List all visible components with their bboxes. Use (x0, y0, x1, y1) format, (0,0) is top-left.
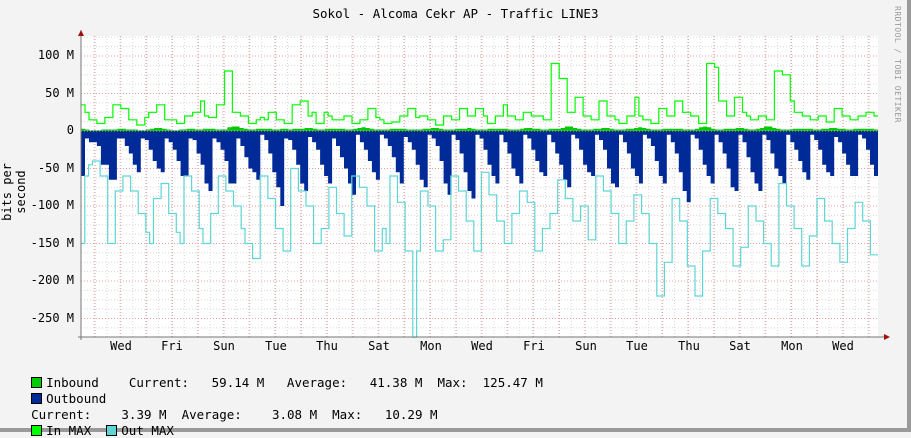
x-tick-label: Sun (213, 339, 235, 353)
chart-title: Sokol - Alcoma Cekr AP - Traffic LINE3 (312, 6, 599, 21)
x-tick-label: Sat (368, 339, 390, 353)
outbound-current-label: Current: (31, 407, 92, 422)
x-tick-label: Sun (575, 339, 597, 353)
in-max-swatch (31, 425, 43, 436)
inbound-area (81, 126, 878, 131)
inbound-current-value: 59.14 M (211, 375, 265, 390)
outbound-average-label: Average: (181, 407, 242, 422)
legend-outbound-row: Outbound (16, 376, 106, 406)
outbound-max-label: Max: (332, 407, 363, 422)
rrdtool-credit: RRDTOOL / TOBI OETIKER (893, 6, 902, 123)
inbound-label: Inbound (46, 375, 99, 390)
x-tick-label: Mon (420, 339, 442, 353)
x-tick-label: Thu (678, 339, 700, 353)
y-tick-label: 50 M (45, 85, 74, 100)
x-tick-label: Tue (265, 339, 287, 353)
y-axis-arrow-icon (78, 30, 84, 36)
inbound-current-label: Current: (128, 375, 190, 390)
y-tick-label: -100 M (30, 198, 74, 212)
x-tick-label: Tue (626, 339, 648, 353)
outbound-swatch (31, 393, 43, 404)
out-max-line (81, 160, 878, 338)
grid-lines (81, 36, 878, 337)
x-tick-label: Mon (781, 339, 803, 353)
out-max-swatch (106, 425, 118, 436)
legend-inbound-row: Inbound Current: 59.14 M Average: 41.38 … (16, 360, 543, 390)
outbound-current-value: 3.39 M (121, 407, 167, 422)
inbound-max-value: 125.47 M (482, 375, 543, 390)
x-tick-label: Wed (110, 339, 132, 353)
y-tick-label: -50 M (37, 160, 74, 175)
in-max-label: In MAX (46, 423, 92, 438)
x-tick-label: Wed (471, 339, 493, 353)
inbound-swatch (31, 377, 43, 388)
x-tick-label: Wed (832, 339, 854, 353)
outbound-average-value: 3.08 M (271, 407, 318, 422)
inbound-average-value: 41.38 M (369, 375, 423, 390)
x-axis-arrow-icon (884, 334, 890, 340)
in-max-line (81, 62, 878, 126)
plot-background (81, 36, 878, 337)
x-tick-label: Fri (161, 339, 183, 353)
legend-max-row: In MAX Out MAX (16, 408, 174, 438)
outbound-area (81, 131, 878, 206)
legend-outbound-stats-row: Current: 3.39 M Average: 3.08 M Max: 10.… (16, 392, 438, 422)
x-tick-label: Sat (729, 339, 751, 353)
y-tick-label: -250 M (30, 310, 74, 325)
data-series (81, 62, 878, 338)
y-tick-label: -150 M (30, 235, 74, 250)
x-tick-label: Fri (523, 339, 545, 353)
y-tick-label: -200 M (30, 273, 74, 287)
outbound-label: Outbound (46, 391, 107, 406)
inbound-max-label: Max: (437, 375, 468, 390)
y-tick-label: 100 M (37, 48, 74, 62)
y-tick-label: 0 (66, 123, 74, 137)
x-tick-label: Thu (316, 339, 338, 353)
inbound-average-label: Average: (286, 375, 348, 390)
out-max-label: Out MAX (121, 423, 174, 438)
outbound-max-value: 10.29 M (384, 407, 438, 422)
